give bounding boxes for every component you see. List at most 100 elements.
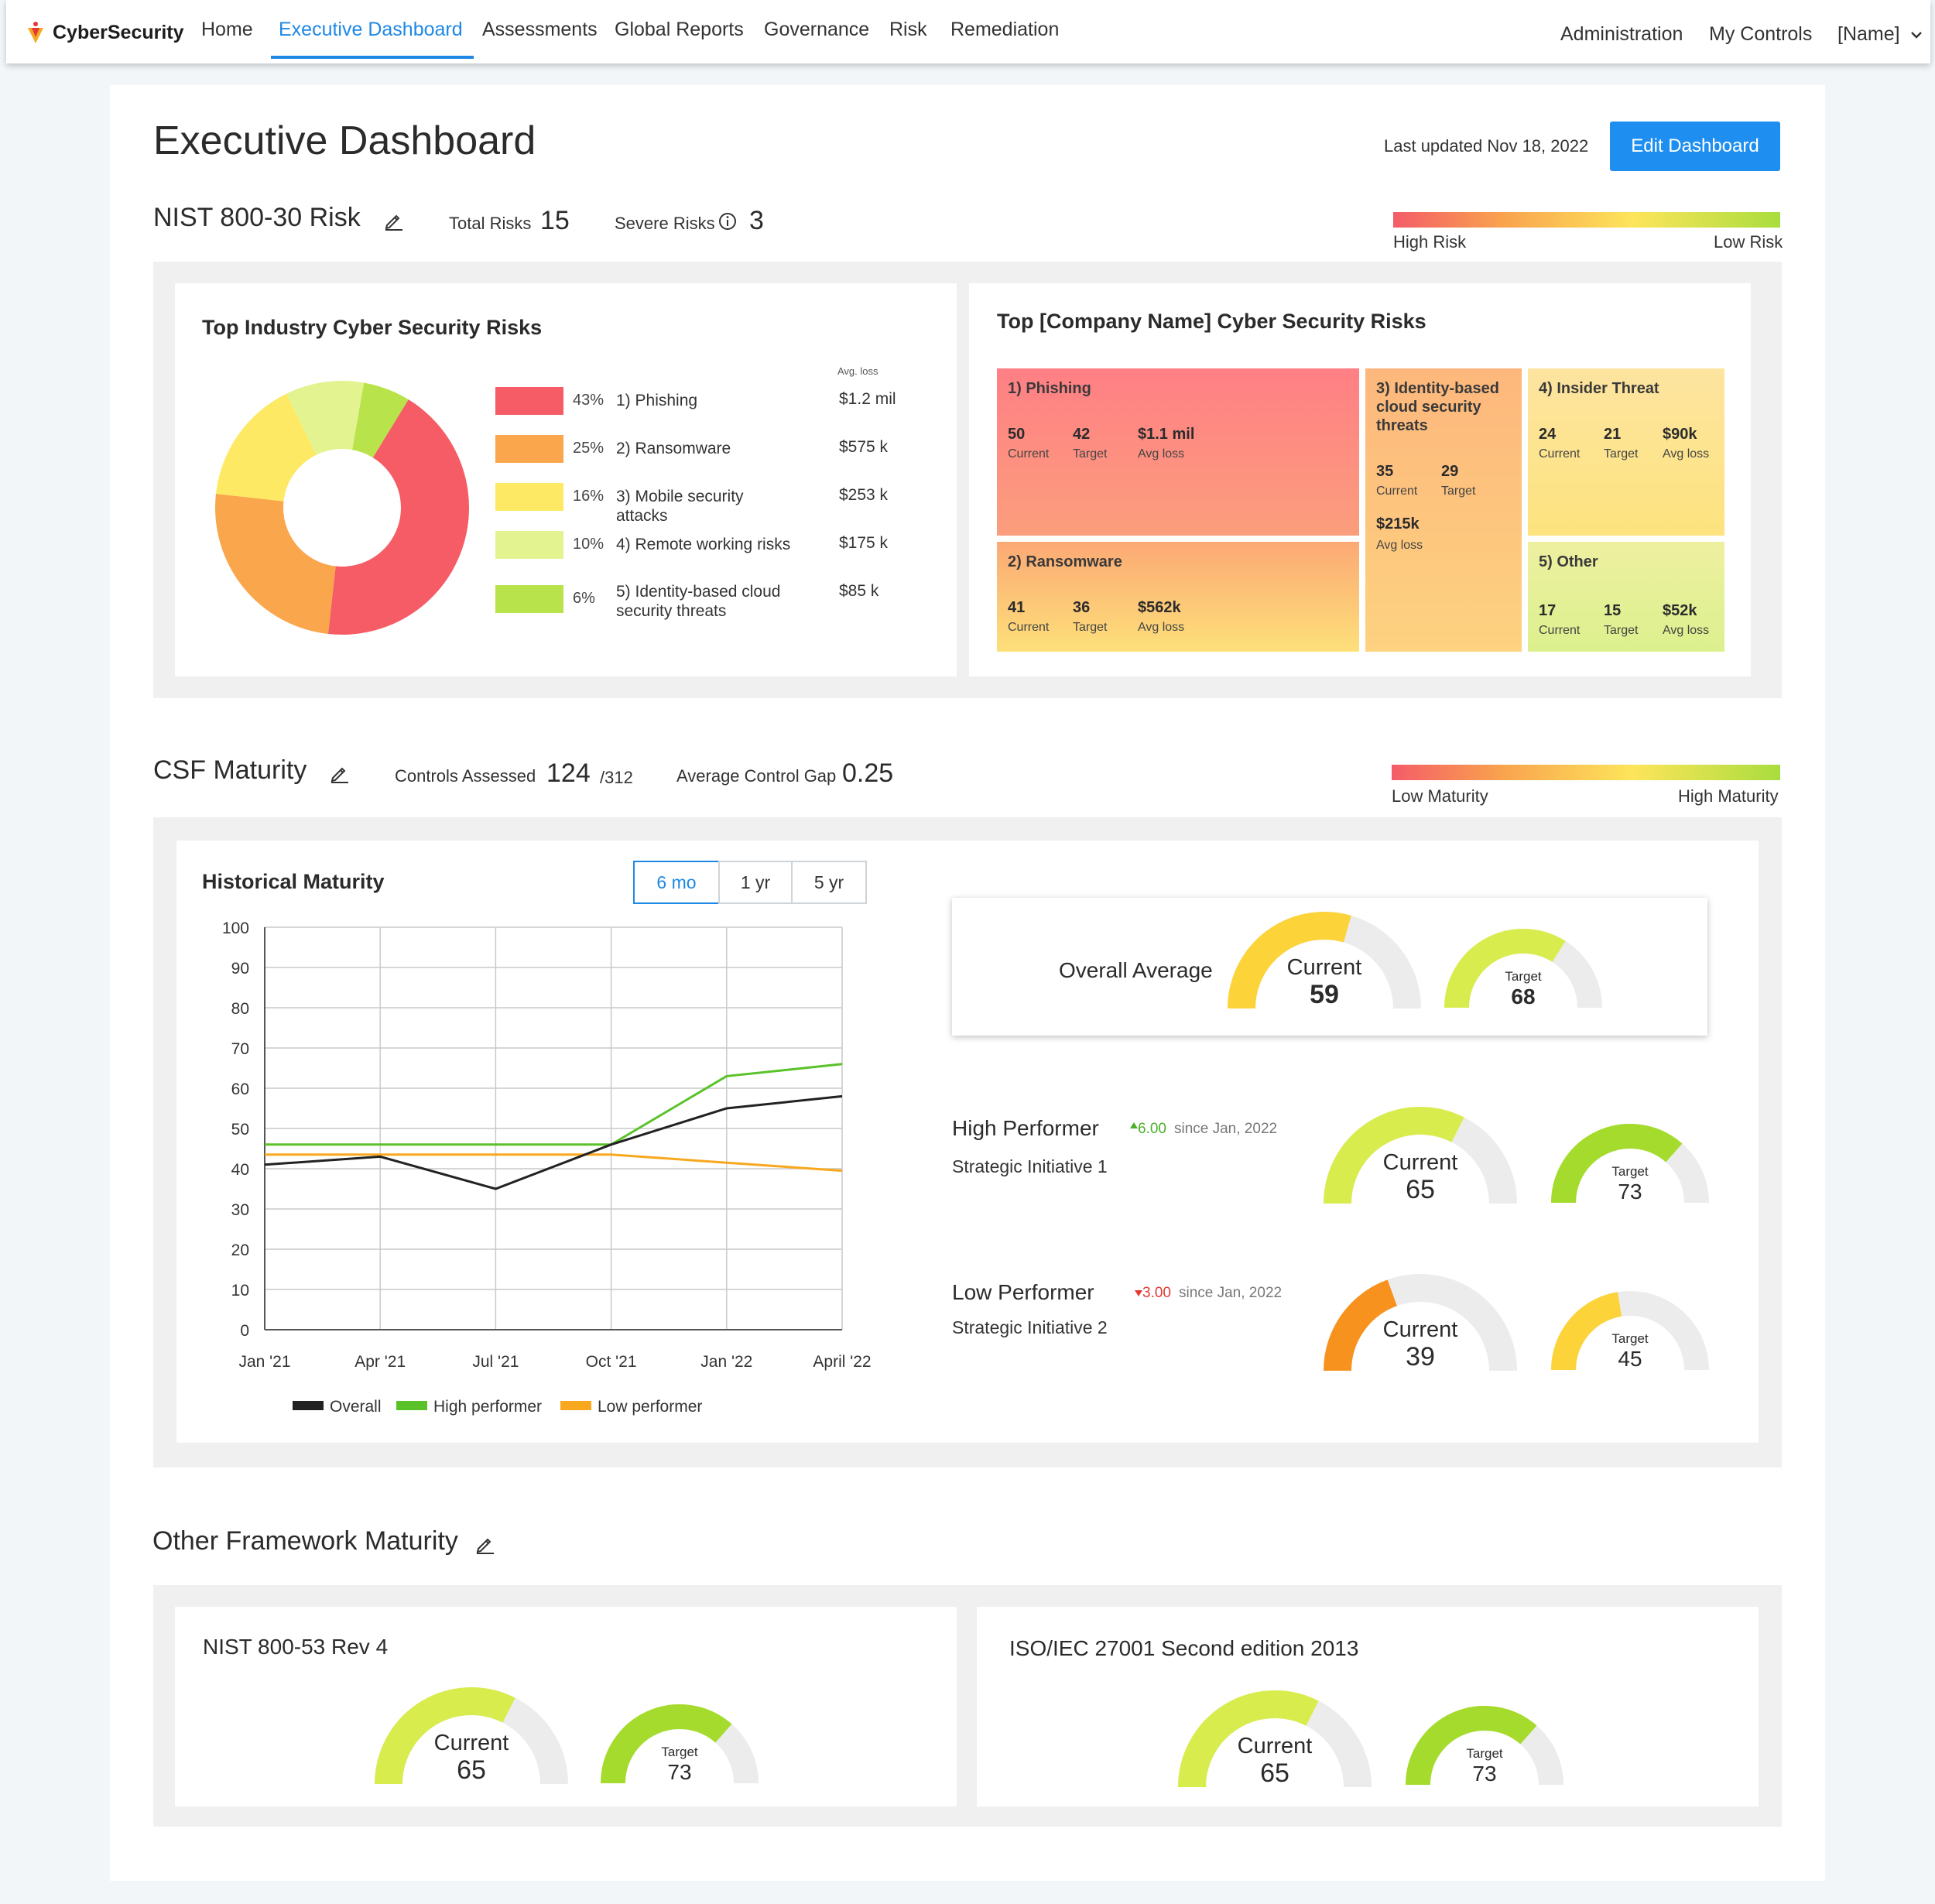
gauge-value: 59 (1310, 980, 1339, 1009)
treemap-cell[interactable] (1365, 368, 1522, 652)
treemap-current-value: 17 (1539, 602, 1557, 619)
treemap-avg-loss-value: $52k (1663, 602, 1697, 619)
iso-current-gauge: Current 65 (1178, 1690, 1372, 1793)
y-tick-label: 30 (231, 1201, 249, 1219)
treemap-target-label: Target (1441, 485, 1476, 498)
treemap-cell[interactable] (1528, 368, 1724, 536)
framework-name-nist: NIST 800-53 Rev 4 (203, 1635, 389, 1659)
treemap-cell[interactable] (997, 542, 1359, 652)
last-updated: Last updated Nov 18, 2022 (1384, 136, 1589, 156)
iso-target-gauge: Target 73 (1406, 1706, 1563, 1791)
gauge-value: 65 (1260, 1758, 1289, 1788)
treemap-target-label: Target (1604, 447, 1639, 461)
legend-percent: 10% (573, 536, 604, 553)
treemap-avg-loss-label: Avg loss (1376, 539, 1423, 552)
treemap-current-label: Current (1008, 621, 1050, 634)
nav-my-controls[interactable]: My Controls (1709, 23, 1813, 45)
legend-swatch (495, 585, 563, 613)
treemap-cell-title: 1) Phishing (1008, 380, 1091, 397)
gauge-label: Current (1382, 1317, 1458, 1342)
treemap-avg-loss-value: $562k (1138, 599, 1181, 616)
gauge-arc (1551, 1124, 1709, 1204)
y-tick-label: 40 (231, 1161, 249, 1179)
gauge-label: Current (1237, 1734, 1313, 1758)
gauge-label: Current (1382, 1150, 1458, 1175)
gauge-arc (601, 1704, 759, 1784)
edit-pencil-icon[interactable] (384, 211, 404, 231)
range-6mo-button[interactable]: 6 mo (633, 861, 720, 904)
legend-label: High performer (433, 1398, 542, 1416)
gauge-value: 68 (1511, 985, 1536, 1009)
treemap-cell[interactable] (997, 368, 1359, 536)
nav-assessments[interactable]: Assessments (482, 19, 598, 40)
user-name: [Name] (1837, 23, 1900, 45)
y-tick-label: 100 (222, 919, 249, 937)
gauge-fill (1324, 1107, 1464, 1204)
gauge-arc (1444, 929, 1602, 1009)
donut-slice[interactable] (352, 382, 409, 458)
series-line-low-performer (265, 1153, 843, 1173)
gauge-fill (1406, 1706, 1537, 1786)
legend-avg-loss: $85 k (839, 582, 879, 600)
treemap-cell-title: 2) Ransomware (1008, 553, 1122, 570)
arrow-down-icon (1135, 1289, 1142, 1296)
gauge-fill (375, 1687, 515, 1785)
treemap-cell[interactable] (1528, 542, 1724, 652)
nav-global-reports[interactable]: Global Reports (615, 19, 744, 40)
x-tick-label: Jan '22 (700, 1353, 752, 1371)
nav-administration[interactable]: Administration (1560, 23, 1683, 45)
gauge-value: 73 (667, 1760, 692, 1784)
low-performer-name: Low Performer (952, 1280, 1094, 1304)
range-5yr-button[interactable]: 5 yr (791, 861, 867, 904)
risk-scale-low-label: Low Risk (1714, 232, 1783, 252)
treemap-cell-title: 5) Other (1539, 553, 1598, 570)
x-tick-label: Jan '21 (238, 1353, 290, 1371)
x-tick-label: Jul '21 (472, 1353, 519, 1371)
donut-slice[interactable] (327, 399, 470, 635)
gauge-label: Target (1611, 1164, 1649, 1179)
controls-assessed-value: 124 (546, 759, 591, 788)
high-performer-initiative: Strategic Initiative 1 (952, 1156, 1108, 1176)
nav-risk[interactable]: Risk (889, 19, 927, 40)
donut-slice[interactable] (215, 393, 317, 502)
edit-pencil-icon[interactable] (330, 763, 350, 783)
legend-risk-name: 4) Remote working risks (616, 536, 791, 553)
donut-slice[interactable] (286, 381, 365, 455)
treemap-avg-loss-label: Avg loss (1663, 624, 1710, 637)
user-menu[interactable]: [Name] (1837, 23, 1923, 46)
range-1yr-button[interactable]: 1 yr (718, 861, 793, 904)
gauge-value: 39 (1406, 1342, 1435, 1371)
legend-swatch (495, 531, 563, 559)
gauge-arc (1178, 1690, 1372, 1788)
nav-remediation[interactable]: Remediation (950, 19, 1060, 40)
legend-risk-name: 1) Phishing (616, 392, 698, 409)
nav-home[interactable]: Home (201, 19, 253, 40)
low-performer-delta: 3.00 since Jan, 2022 (1135, 1285, 1282, 1302)
total-risks-value: 15 (540, 206, 570, 235)
severe-risks-value: 3 (749, 206, 764, 235)
treemap-avg-loss-label: Avg loss (1663, 447, 1710, 461)
gauge-label: Target (1505, 969, 1542, 984)
legend-avg-loss: $575 k (839, 438, 889, 456)
edit-pencil-icon[interactable] (475, 1534, 495, 1554)
donut-slice[interactable] (215, 493, 336, 635)
gauge-fill (1228, 912, 1351, 1009)
avg-loss-header: Avg. loss (837, 365, 878, 377)
treemap-target-label: Target (1073, 447, 1108, 461)
nav-governance[interactable]: Governance (764, 19, 870, 40)
average-control-gap-label: Average Control Gap (676, 766, 837, 786)
info-icon[interactable] (718, 212, 737, 231)
active-tab-indicator (271, 56, 474, 59)
treemap-target-value: 29 (1441, 463, 1459, 480)
y-tick-label: 10 (231, 1282, 249, 1300)
treemap-target-label: Target (1604, 624, 1639, 637)
app-logo[interactable]: CyberSecurity (26, 17, 184, 48)
gauge-value: 73 (1618, 1180, 1642, 1204)
nav-executive-dashboard[interactable]: Executive Dashboard (279, 19, 463, 40)
x-tick-label: Oct '21 (586, 1353, 637, 1371)
edit-dashboard-button[interactable]: Edit Dashboard (1610, 122, 1780, 171)
legend-avg-loss: $1.2 mil (839, 390, 896, 408)
gauge-value: 65 (1406, 1175, 1435, 1204)
page-title: Executive Dashboard (153, 118, 536, 163)
y-tick-label: 90 (231, 960, 249, 978)
